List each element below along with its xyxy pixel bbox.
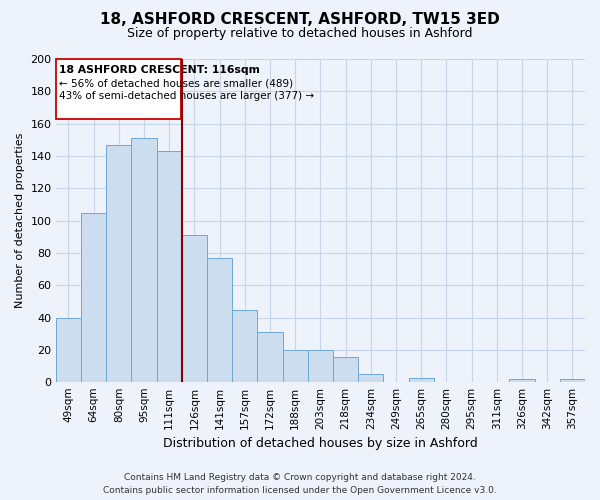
Text: 18, ASHFORD CRESCENT, ASHFORD, TW15 3ED: 18, ASHFORD CRESCENT, ASHFORD, TW15 3ED — [100, 12, 500, 28]
Bar — [56, 59, 181, 119]
Text: Contains HM Land Registry data © Crown copyright and database right 2024.
Contai: Contains HM Land Registry data © Crown c… — [103, 474, 497, 495]
Bar — [131, 138, 157, 382]
Bar — [182, 235, 207, 382]
Bar — [358, 374, 383, 382]
Bar — [333, 356, 358, 382]
Text: ← 56% of detached houses are smaller (489): ← 56% of detached houses are smaller (48… — [59, 78, 293, 88]
Y-axis label: Number of detached properties: Number of detached properties — [15, 133, 25, 308]
Bar — [106, 144, 131, 382]
Text: 18 ASHFORD CRESCENT: 116sqm: 18 ASHFORD CRESCENT: 116sqm — [59, 66, 260, 76]
Text: 43% of semi-detached houses are larger (377) →: 43% of semi-detached houses are larger (… — [59, 92, 314, 102]
Bar — [560, 379, 585, 382]
Bar — [81, 212, 106, 382]
Bar — [257, 332, 283, 382]
X-axis label: Distribution of detached houses by size in Ashford: Distribution of detached houses by size … — [163, 437, 478, 450]
Bar — [509, 379, 535, 382]
Bar — [207, 258, 232, 382]
Bar — [308, 350, 333, 382]
Bar — [56, 318, 81, 382]
Text: Size of property relative to detached houses in Ashford: Size of property relative to detached ho… — [127, 28, 473, 40]
Bar — [232, 310, 257, 382]
Bar — [409, 378, 434, 382]
Bar — [283, 350, 308, 382]
Bar — [157, 151, 182, 382]
